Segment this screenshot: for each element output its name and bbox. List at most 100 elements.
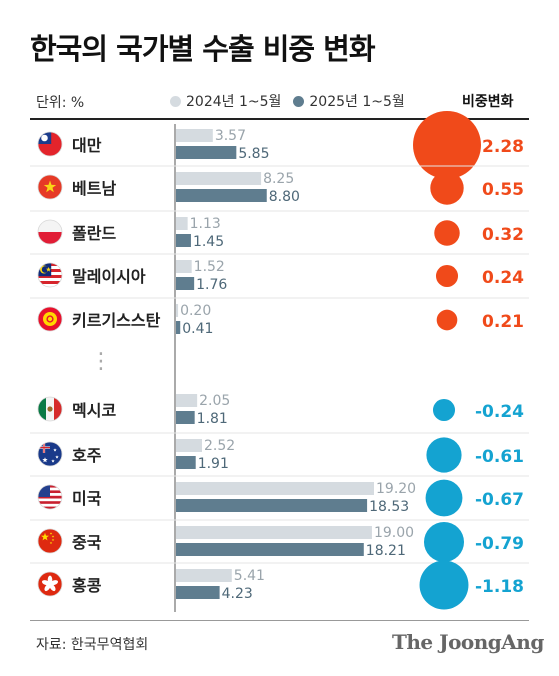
country-label: 미국 — [72, 489, 102, 508]
value-label-2024: 2.05 — [199, 393, 230, 409]
chart-row-5: 키르기스스탄 0.20 0.41 0.21 — [30, 297, 529, 337]
value-label-2024: 1.13 — [190, 216, 221, 232]
change-bubble — [419, 560, 469, 610]
change-bubble — [426, 437, 462, 473]
country-label: 홍콩 — [72, 576, 102, 595]
bar-2025 — [176, 321, 181, 334]
change-column-header: 비중변화 — [462, 94, 514, 110]
hongkong-flag-icon — [37, 571, 63, 597]
value-label-2025: 18.21 — [366, 543, 406, 559]
bar-2024 — [176, 217, 188, 230]
malaysia-flag-icon — [37, 262, 63, 288]
chart-title: 한국의 국가별 수출 비중 변화 — [30, 32, 376, 66]
china-flag-icon — [37, 528, 63, 554]
change-label: 0.24 — [482, 268, 524, 288]
value-label-2024: 1.52 — [194, 259, 225, 275]
unit-label: 단위: % — [36, 95, 85, 111]
legend-item-2025: 2025년 1~5월 — [293, 91, 405, 111]
bar-2024 — [176, 304, 179, 317]
bar-2025 — [176, 456, 196, 469]
legend-swatch-2025 — [293, 95, 305, 107]
value-label-2025: 1.76 — [196, 277, 227, 293]
change-label: 0.32 — [482, 225, 524, 245]
bar-2024 — [176, 526, 372, 539]
chart-row-1: 대만 3.57 5.85 2.28 — [37, 111, 524, 179]
change-label: -0.61 — [475, 447, 524, 467]
bar-2024 — [176, 482, 374, 495]
value-label-2025: 1.91 — [198, 456, 229, 472]
country-label: 멕시코 — [72, 401, 116, 420]
chart-row-9: 중국 19.00 18.21 -0.79 — [30, 519, 529, 563]
value-label-2024: 19.20 — [376, 481, 416, 497]
change-bubble — [434, 220, 460, 246]
bar-2024 — [176, 569, 232, 582]
change-label: -1.18 — [475, 577, 524, 597]
row-gap-ellipsis: ⋮ — [90, 349, 112, 374]
bar-2025 — [176, 411, 195, 424]
change-bubble — [430, 171, 464, 205]
value-label-2024: 0.20 — [180, 303, 211, 319]
change-label: 0.21 — [482, 312, 524, 332]
change-label: 0.55 — [482, 180, 524, 200]
value-label-2024: 3.57 — [215, 128, 246, 144]
change-label: 2.28 — [482, 137, 524, 157]
mexico-flag-icon — [37, 396, 63, 422]
usa-flag-icon — [37, 484, 63, 510]
country-label: 말레이시아 — [72, 267, 146, 286]
australia-flag-icon — [37, 441, 63, 467]
country-label: 대만 — [72, 136, 102, 155]
value-label-2025: 4.23 — [222, 586, 253, 602]
legend-label-2024: 2024년 1~5월 — [186, 94, 282, 110]
change-bubble — [436, 309, 458, 331]
vietnam-flag-icon — [37, 174, 63, 200]
bar-2024 — [176, 394, 198, 407]
value-label-2024: 2.52 — [204, 438, 235, 454]
value-label-2024: 5.41 — [234, 568, 265, 584]
value-label-2024: 19.00 — [374, 525, 414, 541]
bar-2025 — [176, 499, 368, 512]
legend: 2024년 1~5월 2025년 1~5월 — [170, 91, 405, 111]
footer-divider — [30, 620, 529, 621]
value-label-2025: 1.45 — [193, 234, 224, 250]
country-label: 키르기스스탄 — [72, 311, 161, 330]
value-label-2025: 0.41 — [182, 321, 213, 337]
bar-2024 — [176, 129, 213, 142]
value-label-2025: 18.53 — [369, 499, 409, 515]
bar-2025 — [176, 586, 220, 599]
value-label-2024: 8.25 — [263, 171, 294, 187]
header-divider — [30, 118, 529, 120]
chart-row-4: 말레이시아 1.52 1.76 0.24 — [30, 253, 529, 293]
source-note: 자료: 한국무역협회 — [36, 637, 149, 653]
legend-label-2025: 2025년 1~5월 — [309, 94, 405, 110]
change-bubble — [432, 398, 456, 422]
bar-2024 — [176, 260, 192, 273]
change-bubble — [435, 264, 459, 288]
bar-2024 — [176, 439, 202, 452]
bar-2025 — [176, 146, 237, 159]
chart-row-10: 홍콩 5.41 4.23 -1.18 — [30, 560, 529, 610]
taiwan-flag-icon — [37, 131, 63, 157]
poland-flag-icon — [37, 219, 63, 245]
bar-2024 — [176, 172, 262, 185]
country-label: 폴란드 — [72, 224, 116, 243]
legend-swatch-2024 — [170, 95, 181, 107]
value-label-2025: 5.85 — [238, 146, 269, 162]
value-label-2025: 1.81 — [197, 411, 228, 427]
kyrgyzstan-flag-icon — [37, 306, 63, 332]
brand-logo: The JoongAng — [392, 630, 544, 654]
value-label-2025: 8.80 — [269, 189, 300, 205]
chart-row-3: 폴란드 1.13 1.45 0.32 — [30, 210, 529, 250]
bar-2025 — [176, 234, 191, 247]
chart-row-8: 미국 19.20 18.53 -0.67 — [30, 475, 529, 517]
change-label: -0.24 — [475, 402, 524, 422]
change-bubble — [425, 479, 463, 517]
change-bubble — [413, 111, 481, 179]
country-label: 중국 — [72, 533, 102, 552]
bar-2025 — [176, 189, 267, 202]
country-label: 호주 — [72, 446, 102, 465]
bar-2025 — [176, 277, 195, 290]
change-label: -0.67 — [475, 490, 524, 510]
country-label: 베트남 — [72, 179, 116, 198]
legend-item-2024: 2024년 1~5월 — [170, 91, 281, 111]
